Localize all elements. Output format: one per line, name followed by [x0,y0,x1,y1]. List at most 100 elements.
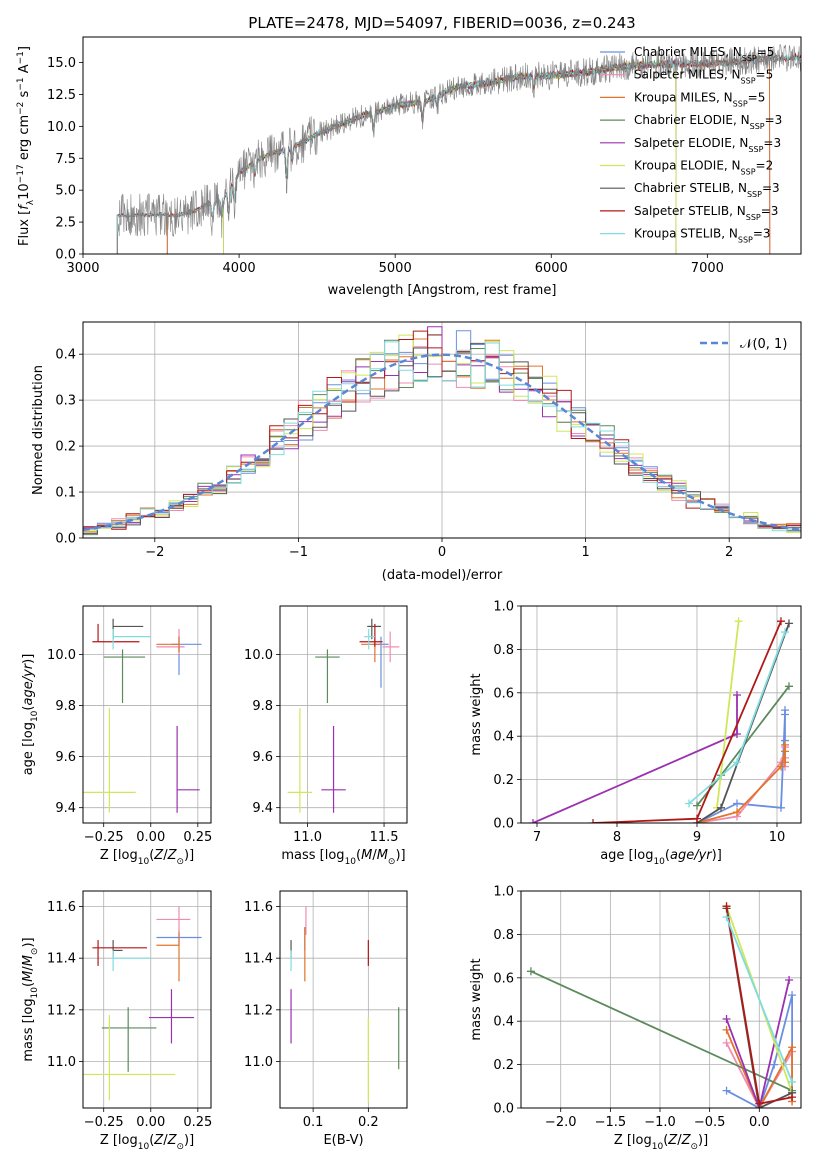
series-point-salpeter_elodie [529,819,537,823]
series-point-kroupa_stelib [722,913,731,922]
x-axis-label: (data-model)/error [382,568,503,583]
x-axis-label: E(B-V) [323,1133,363,1148]
errorbar-salpeter_elodie [148,989,195,1044]
x-tick-label: 0.0 [749,1115,770,1130]
y-tick-label: 11.2 [244,1003,273,1018]
label-part: Z [667,1133,678,1148]
y-tick-label: 0.8 [493,928,514,943]
y-tick-label: 10.0 [47,648,76,663]
plot-area [529,617,793,823]
series-point-salpeter_stelib [777,617,785,626]
label-part: ⊙ [176,857,184,867]
y-tick-label: 0.2 [493,773,514,788]
y-tick-label: 11.6 [47,900,76,915]
series-salpeter_stelib [589,617,785,823]
series-point-salpeter_stelib [693,814,701,823]
label-part: )] [21,937,36,947]
errorbar-salpeter_elodie [321,725,346,813]
y-tick-label: 2.5 [55,216,76,231]
legend-entry-salpeter_miles: Salpeter MILES, NSSP=5 [634,68,773,86]
label-part: ( [149,848,154,863]
label-part: 10 [653,857,665,867]
label-part: −1 [16,77,26,90]
x-tick-label: 0.25 [183,1115,212,1130]
legend-text: Salpeter MILES, N [634,68,741,82]
label-part: −17 [16,164,26,183]
label-part: 10 [138,857,150,867]
axes-frame [520,890,802,1109]
x-axis-label: wavelength [Angstrom, rest frame] [328,283,557,298]
x-tick-label: 10 [769,830,786,845]
errorbar-chabrier_stelib [367,618,381,640]
axes-frame [279,605,408,824]
label-part: M [361,848,372,863]
label-part: M [377,848,388,863]
chart-title: PLATE=2478, MJD=54097, FIBERID=0036, z=0… [248,14,635,32]
label-part: ( [21,982,36,987]
label-part: s [17,90,32,101]
panel-mass-vs-ebv: 0.1 0.2 11.0 11.2 11.4 11.6 E(B-V) [244,890,408,1148]
errorbar-kroupa_stelib [364,628,375,650]
x-axis-label: age [log10(age/yr)] [600,848,722,867]
legend-text: Kroupa MILES, N [634,90,733,104]
series-point-chabrier_miles [788,991,797,1000]
legend-tail: =3 [753,227,771,241]
series-point-salpeter_stelib [755,1099,764,1108]
legend-sub: SSP [742,54,757,63]
y-tick-label: 11.2 [47,1003,76,1018]
label-part: ( [21,706,36,711]
x-tick-label: −1.0 [644,1115,676,1130]
label-part: ( [356,848,361,863]
y-tick-label: 1.0 [493,600,514,615]
label-part: Z [681,1133,692,1148]
x-tick-label: 0.1 [303,1115,324,1130]
label-part: E(B-V) [323,1133,363,1148]
y-tick-label: 15.0 [47,56,76,71]
series-point-chabrier_stelib [717,803,725,812]
y-tick-label: 0.6 [493,686,514,701]
legend-tail: =5 [756,68,774,82]
label-part: )] [184,848,194,863]
label-part: Z [153,1133,164,1148]
label-part: 10 [345,857,357,867]
y-tick-label: 10.0 [47,120,76,135]
x-tick-label: 0.2 [358,1115,379,1130]
label-part: ⊙ [388,857,396,867]
series-line-chabrier_stelib [696,623,790,823]
label-part: age/yr [21,662,36,705]
legend-text: Salpeter STELIB, N [634,204,746,218]
label-part: / [163,1133,168,1148]
errorbar-salpeter_elodie [176,725,200,813]
y-tick-label: 0.4 [493,730,514,745]
plot-area [83,618,202,813]
plot-area [287,618,400,813]
y-axis-label: Normed distribution [31,365,46,495]
series-point-kroupa_miles [733,808,741,817]
x-tick-label: 0.00 [136,830,165,845]
panel-age-vs-Z: −0.25 0.00 0.259.49.69.810.0Z [log10(Z/Z⊙)… [21,605,212,867]
legend-entry-kroupa_stelib: Kroupa STELIB, NSSP=3 [634,227,771,245]
panel-weight-vs-Z: −2.0 −1.5 −1.0 −0.5 0.0 0.0 0.2 0.4 0.6 0.8 1.0 Z [… [469,885,802,1152]
x-tick-label: 11.5 [370,830,399,845]
label-part: / [372,848,377,863]
y-axis-label: mass weight [469,673,484,755]
label-part: )] [712,848,722,863]
panel-residuals: −2 −1 0 1 2 0.0 0.1 0.2 0.3 0.4 (data-model)/error… [31,321,802,583]
series-point-chabrier_miles [770,1060,779,1069]
series-kroupa_stelib [685,628,789,808]
x-tick-label: 3000 [66,261,99,276]
series-line-chabrier_elodie [530,970,793,1092]
series-point-chabrier_miles [733,799,741,808]
label-part: erg cm [17,115,32,164]
legend-entry-kroupa_elodie: Kroupa ELODIE, NSSP=2 [634,159,773,177]
series-point-salpeter_elodie [733,730,741,739]
series-point-chabrier_elodie [785,682,793,691]
label-part: ⊙ [30,948,40,956]
x-tick-label: −0.5 [694,1115,726,1130]
x-tick-label: 6000 [535,261,568,276]
label-part: −1 [16,51,26,64]
series-point-kroupa_miles [781,740,789,749]
model-line-kroupa_stelib [116,53,801,254]
series-point-salpeter_elodie [722,1015,731,1024]
